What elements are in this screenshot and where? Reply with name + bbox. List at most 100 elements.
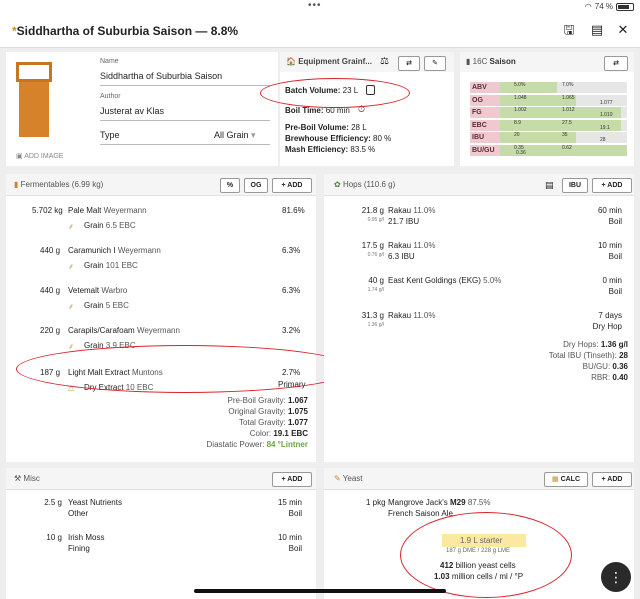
swap-equipment-button[interactable]: ⇄ — [398, 56, 420, 71]
hop-density: 0.76 g/l — [367, 252, 384, 258]
summary-value: 1.36 g/l — [600, 340, 628, 349]
style-row-bar: 20 35 28 — [500, 132, 627, 143]
misc-name[interactable]: Irish Moss — [68, 533, 105, 542]
swap-style-button[interactable]: ⇄ — [604, 56, 628, 71]
ferm-summary-row: Total Gravity: 1.077 — [239, 418, 308, 427]
home-indicator — [194, 589, 446, 593]
hop-summary-row: Dry Hops: 1.36 g/l — [563, 340, 628, 349]
style-row-min: 5.0% — [514, 82, 526, 88]
batch-volume-label: Batch Volume: — [285, 86, 341, 95]
hop-amount: 21.8 g — [361, 206, 384, 215]
style-row-min: 1.048 — [514, 94, 527, 101]
author-underline — [100, 120, 270, 121]
author-field[interactable]: Justerat av Klas — [100, 106, 165, 116]
add-image-button[interactable]: ▣ ADD IMAGE — [16, 153, 64, 160]
brewhouse-label: Brewhouse Efficiency: — [285, 134, 371, 143]
fermentable-name-row[interactable]: Light Malt Extract Muntons — [68, 368, 163, 377]
scale-icon[interactable]: ⚖ — [380, 56, 389, 67]
hop-name-row[interactable]: East Kent Goldings (EKG) 5.0% — [388, 276, 501, 285]
fermentable-note: Primary — [278, 380, 306, 389]
style-row-og: OG 1.048 1.065 1.077 — [470, 94, 627, 106]
pre-boil-row: Pre-Boil Volume: 28 L — [285, 123, 367, 132]
hop-alpha: 11.0% — [413, 311, 436, 320]
hop-name: East Kent Goldings (EKG) — [388, 276, 481, 285]
style-row-fill — [500, 144, 627, 156]
style-row-label: ABV — [470, 82, 500, 93]
batch-volume-value[interactable]: 23 L — [342, 86, 359, 95]
hop-ibu: 21.7 IBU — [388, 217, 420, 226]
beer-glass-icon[interactable] — [16, 62, 52, 82]
style-row-fill — [500, 132, 577, 143]
style-header-text[interactable]: ▮ 16C Saison — [466, 57, 516, 66]
add-fermentable-button[interactable]: + ADD — [272, 178, 312, 193]
style-row-max: 1.012 — [562, 107, 575, 113]
add-hop-button[interactable]: + ADD — [592, 178, 632, 193]
hop-use: Dry Hop — [592, 322, 622, 331]
style-row-label: IBU — [470, 132, 500, 143]
multitask-dots-icon[interactable]: ••• — [308, 0, 322, 11]
style-row-bar: 1.048 1.065 1.077 — [500, 94, 627, 106]
edit-equipment-button[interactable]: ✎ — [424, 56, 446, 71]
volume-icon[interactable] — [366, 85, 375, 95]
summary-value: 1.077 — [287, 418, 308, 427]
add-yeast-button[interactable]: + ADD — [592, 472, 632, 487]
calc-label: CALC — [560, 476, 581, 483]
style-row-label: OG — [470, 94, 500, 106]
yeast-name-row[interactable]: Mangrove Jack's M29 87.5% — [388, 498, 491, 507]
fermentable-color: 3.9 EBC — [105, 341, 136, 350]
name-underline — [100, 85, 270, 86]
hop-time: 0 min — [602, 276, 622, 285]
recipe-name-field[interactable]: Siddhartha of Suburbia Saison — [100, 71, 223, 81]
cells-number: 412 — [440, 561, 454, 570]
fermentable-name: Pale Malt — [68, 206, 102, 215]
percent-toggle-button[interactable]: % — [220, 178, 240, 193]
hop-name: Rakau — [388, 241, 412, 250]
style-row-bar: 8.9 27.5 19.1 — [500, 119, 627, 131]
fermentable-name-row[interactable]: Pale Malt Weyermann — [68, 206, 147, 215]
close-icon[interactable]: ✕ — [617, 22, 629, 37]
type-select[interactable]: All Grain ▾ — [214, 130, 256, 141]
equipment-name[interactable]: Equipment Grainf... — [298, 57, 372, 66]
misc-name[interactable]: Yeast Nutrients — [68, 498, 122, 507]
brewhouse-row: Brewhouse Efficiency: 80 % — [285, 134, 391, 143]
pre-boil-label: Pre-Boil Volume: — [285, 123, 349, 132]
fermentable-percent: 3.2% — [282, 326, 301, 335]
hops-header — [324, 174, 634, 196]
fermentable-color: 6.5 EBC — [105, 221, 136, 230]
fermentable-type-row: Dry Extract 10 EBC — [84, 383, 153, 392]
type-underline — [100, 144, 270, 145]
status-indicators: ◠ 74 % — [585, 2, 634, 11]
fermentable-percent: 2.7% — [282, 368, 301, 377]
misc-amount: 2.5 g — [44, 498, 62, 507]
rate-text: million cells / ml / °P — [451, 572, 524, 581]
ibu-toggle-button[interactable]: IBU — [562, 178, 588, 193]
hop-amount: 40 g — [368, 276, 384, 285]
yeast-name: M29 — [450, 498, 466, 507]
hop-density: 1.74 g/l — [367, 287, 384, 293]
fermentable-name-row[interactable]: Vetemalt Warbro — [68, 286, 127, 295]
view-icon[interactable]: ▤ — [590, 22, 604, 37]
hop-name-row[interactable]: Rakau 11.0% — [388, 206, 435, 215]
notes-icon[interactable]: ▤ — [545, 180, 554, 190]
hop-ibu: 6.3 IBU — [388, 252, 415, 261]
grain-icon: ⸙ — [68, 342, 74, 351]
hop-name-row[interactable]: Rakau 11.0% — [388, 241, 435, 250]
boil-time-row: Boil Time: 60 min — [285, 106, 350, 115]
style-row-max: 0.62 — [562, 144, 572, 151]
ferm-summary-row: Pre-Boil Gravity: 1.067 — [228, 396, 309, 405]
starter-volume[interactable]: 1.9 L starter — [460, 536, 503, 545]
summary-label: Dry Hops: — [563, 340, 599, 349]
fermentable-name-row[interactable]: Carapils/Carafoam Weyermann — [68, 326, 180, 335]
save-icon[interactable]: 🖫 — [563, 22, 575, 37]
hops-title: ✿ Hops (110.6 g) — [334, 180, 395, 189]
fermentable-name-row[interactable]: Caramunich I Weyermann — [68, 246, 161, 255]
style-row-bar: 0.35 0.62 0.36 — [500, 144, 627, 156]
add-misc-button[interactable]: + ADD — [272, 472, 312, 487]
style-row-max: 35 — [562, 132, 568, 138]
boil-time-value[interactable]: 60 min — [325, 106, 350, 115]
hop-name-row[interactable]: Rakau 11.0% — [388, 311, 435, 320]
og-toggle-button[interactable]: OG — [244, 178, 268, 193]
calc-yeast-button[interactable]: ▦ CALC — [544, 472, 588, 487]
timer-icon[interactable]: ⏱ — [358, 104, 366, 114]
more-actions-fab[interactable]: ⋮ — [601, 562, 631, 592]
